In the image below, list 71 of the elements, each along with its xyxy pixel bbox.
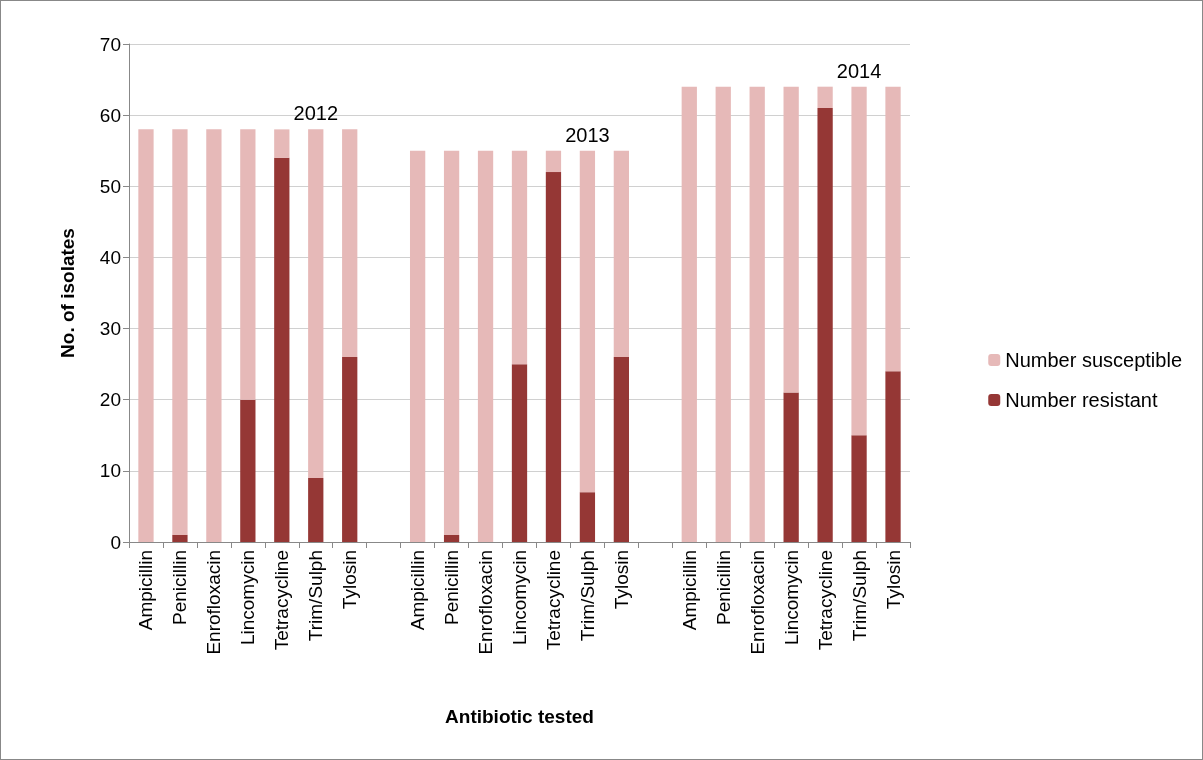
- x-tick-label: Lincomycin: [780, 550, 802, 646]
- bar: [613, 357, 630, 542]
- bar: [240, 399, 256, 542]
- bar: [409, 150, 426, 542]
- legend-label: Number susceptible: [1005, 349, 1182, 371]
- y-tick-label: 0: [110, 531, 121, 553]
- x-tick-label: Tylosin: [610, 550, 632, 610]
- x-tick-label: Lincomycin: [509, 550, 530, 646]
- bar: [443, 150, 460, 535]
- bar: [511, 364, 528, 542]
- x-tick-label: Enrofloxacin: [203, 550, 225, 655]
- bar: [851, 435, 867, 542]
- bar: [851, 86, 867, 436]
- bar: [274, 157, 290, 542]
- y-tick-label: 20: [99, 389, 121, 411]
- y-tick-label: 50: [99, 175, 121, 197]
- annotation: 2012: [293, 102, 339, 125]
- x-tick-label: Ampicillin: [678, 550, 700, 631]
- y-tick-label: 60: [99, 104, 121, 126]
- x-tick-label: Tetracycline: [271, 550, 293, 651]
- x-tick-label: Tylosin: [882, 550, 904, 610]
- bar: [342, 129, 358, 358]
- x-tick-label: Tetracycline: [814, 550, 836, 651]
- y-axis-title: No. of isolates: [57, 228, 78, 358]
- x-tick-label: Tetracycline: [542, 550, 564, 651]
- bar: [342, 357, 358, 542]
- x-tick-label: Enrofloxacin: [746, 550, 768, 655]
- bar: [274, 129, 290, 158]
- bar: [545, 150, 562, 173]
- y-tick-label: 30: [99, 318, 121, 340]
- bar: [579, 492, 596, 542]
- x-tick-label: Penicillin: [441, 550, 463, 625]
- bar: [783, 86, 799, 393]
- legend-label: Number resistant: [1005, 389, 1158, 411]
- x-tick-label: Trim/Sulph: [576, 550, 598, 642]
- y-tick-label: 40: [99, 246, 121, 268]
- x-tick-label: Ampicillin: [407, 550, 429, 631]
- bar: [613, 150, 630, 358]
- y-tick-label: 10: [99, 460, 121, 482]
- bar: [240, 129, 256, 400]
- x-tick-label: Penicillin: [169, 550, 191, 625]
- x-tick-label: Tylosin: [339, 550, 361, 610]
- bar: [885, 86, 901, 372]
- bar: [681, 86, 697, 542]
- bar: [308, 477, 324, 542]
- bar: [749, 86, 765, 542]
- x-tick-label: Trim/Sulph: [848, 550, 870, 642]
- x-tick-label: Ampicillin: [135, 550, 157, 631]
- bar: [817, 86, 833, 109]
- bar: [715, 86, 731, 542]
- bar: [138, 129, 154, 542]
- bar: [783, 392, 799, 542]
- bar: [308, 129, 324, 478]
- bar: [477, 150, 494, 542]
- x-tick-label: Trim/Sulph: [305, 550, 327, 642]
- bar: [817, 108, 833, 542]
- annotation: 2013: [565, 123, 610, 146]
- x-tick-label: Enrofloxacin: [475, 550, 497, 655]
- x-tick-label: Lincomycin: [237, 550, 259, 646]
- bar: [206, 129, 222, 542]
- bar: [172, 129, 188, 535]
- bar: [511, 150, 528, 365]
- bar: [443, 534, 460, 542]
- annotation: 2014: [836, 59, 882, 82]
- y-tick-label: 70: [99, 33, 121, 55]
- bar: [545, 172, 562, 542]
- bar: [172, 534, 188, 542]
- bar: [579, 150, 596, 493]
- x-axis-title: Antibiotic tested: [445, 706, 594, 727]
- x-tick-label: Penicillin: [712, 550, 734, 625]
- bar: [885, 371, 901, 542]
